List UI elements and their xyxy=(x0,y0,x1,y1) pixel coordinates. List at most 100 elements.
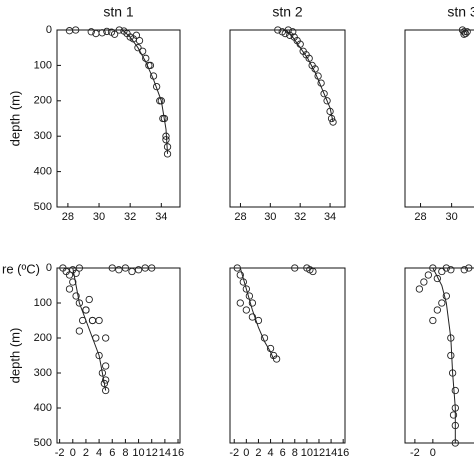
profile-line xyxy=(239,267,275,360)
y-tick-label: 200 xyxy=(34,332,52,344)
panel-title: stn 2 xyxy=(272,4,303,20)
data-point xyxy=(102,386,110,395)
data-point xyxy=(152,82,161,91)
x-tick-label: 14 xyxy=(159,447,171,459)
data-point xyxy=(449,411,458,419)
data-point xyxy=(102,334,110,342)
y-tick-label: 200 xyxy=(34,95,52,107)
data-point xyxy=(451,386,459,395)
data-point xyxy=(465,264,473,272)
plot-frame xyxy=(229,267,346,444)
plot-frame xyxy=(404,29,474,208)
data-point xyxy=(65,27,74,35)
x-tick-label: 14 xyxy=(325,447,337,459)
data-point xyxy=(415,285,424,293)
data-point xyxy=(248,313,257,321)
x-tick-label: 34 xyxy=(155,211,167,223)
data-point xyxy=(248,299,257,307)
x-tick-label: 28 xyxy=(234,211,246,223)
data-point xyxy=(323,97,331,105)
data-point xyxy=(460,266,468,274)
x-tick-label: 10 xyxy=(301,447,313,459)
data-point xyxy=(433,274,441,283)
x-tick-label: 6 xyxy=(280,447,286,459)
data-point xyxy=(236,299,244,307)
x-tick-label: 4 xyxy=(267,447,273,459)
data-point xyxy=(72,292,80,300)
y-axis-label: depth (m) xyxy=(7,91,22,147)
x-tick-label: -2 xyxy=(410,447,420,459)
data-point xyxy=(289,28,297,36)
x-tick-label: 2 xyxy=(83,447,89,459)
x-tick-label: 8 xyxy=(292,447,298,459)
profile-line xyxy=(72,267,107,391)
data-point xyxy=(134,44,142,52)
data-point xyxy=(291,264,299,272)
data-point xyxy=(236,271,244,279)
data-point xyxy=(102,376,110,384)
data-point xyxy=(320,90,328,98)
x-tick-label: 0 xyxy=(70,447,76,459)
data-point xyxy=(87,28,95,36)
data-point xyxy=(135,36,144,45)
x-tick-label: 4 xyxy=(96,447,102,459)
data-point xyxy=(424,271,433,279)
data-point xyxy=(110,30,119,38)
data-point xyxy=(72,269,80,277)
y-tick-label: 300 xyxy=(34,367,52,379)
data-point xyxy=(88,316,97,325)
data-point xyxy=(438,267,446,276)
data-point xyxy=(429,264,437,272)
x-tick-label: 12 xyxy=(313,447,325,459)
data-point xyxy=(75,264,84,272)
panel-title: stn 1 xyxy=(103,4,134,20)
data-point xyxy=(95,351,103,360)
data-point xyxy=(65,271,74,279)
plot-frame xyxy=(56,267,181,444)
data-point xyxy=(72,26,80,34)
y-tick-label: 0 xyxy=(46,262,52,274)
data-point xyxy=(115,266,123,274)
data-point xyxy=(85,295,93,304)
y-tick-label: 400 xyxy=(34,402,52,414)
x-tick-label: 8 xyxy=(122,447,128,459)
y-tick-label: 400 xyxy=(34,166,52,178)
x-tick-label: 30 xyxy=(445,211,457,223)
data-point xyxy=(75,327,84,335)
data-point xyxy=(148,264,156,272)
y-tick-label: 100 xyxy=(34,297,52,309)
data-point xyxy=(429,316,437,325)
x-tick-label: 28 xyxy=(62,211,74,223)
data-point xyxy=(100,379,109,388)
data-point xyxy=(274,26,282,34)
x-tick-label: 0 xyxy=(243,447,249,459)
data-point xyxy=(442,292,450,300)
x-tick-label: 30 xyxy=(93,211,105,223)
x-tick-label: 28 xyxy=(414,211,426,223)
data-point xyxy=(69,278,77,286)
x-tick-label: 16 xyxy=(337,447,349,459)
profile-line xyxy=(122,29,169,154)
panel-title: stn 3 xyxy=(447,4,474,20)
x-tick-label: 12 xyxy=(146,447,158,459)
data-point xyxy=(65,285,74,293)
x-tick-label: -2 xyxy=(55,447,65,459)
data-point xyxy=(98,29,106,37)
data-point xyxy=(98,369,107,377)
y-axis-label: depth (m) xyxy=(7,328,22,384)
x-tick-label: 16 xyxy=(172,447,184,459)
plot-frame xyxy=(56,29,181,208)
plot-frame xyxy=(404,267,474,444)
data-point xyxy=(157,97,165,105)
data-point xyxy=(242,285,250,293)
data-point xyxy=(132,31,141,39)
data-point xyxy=(447,266,455,274)
data-point xyxy=(75,299,84,307)
data-point xyxy=(134,266,143,274)
data-point xyxy=(447,351,455,360)
data-point xyxy=(329,118,337,126)
data-point xyxy=(242,306,250,314)
x-tick-label: 32 xyxy=(294,211,306,223)
data-point xyxy=(95,316,103,325)
